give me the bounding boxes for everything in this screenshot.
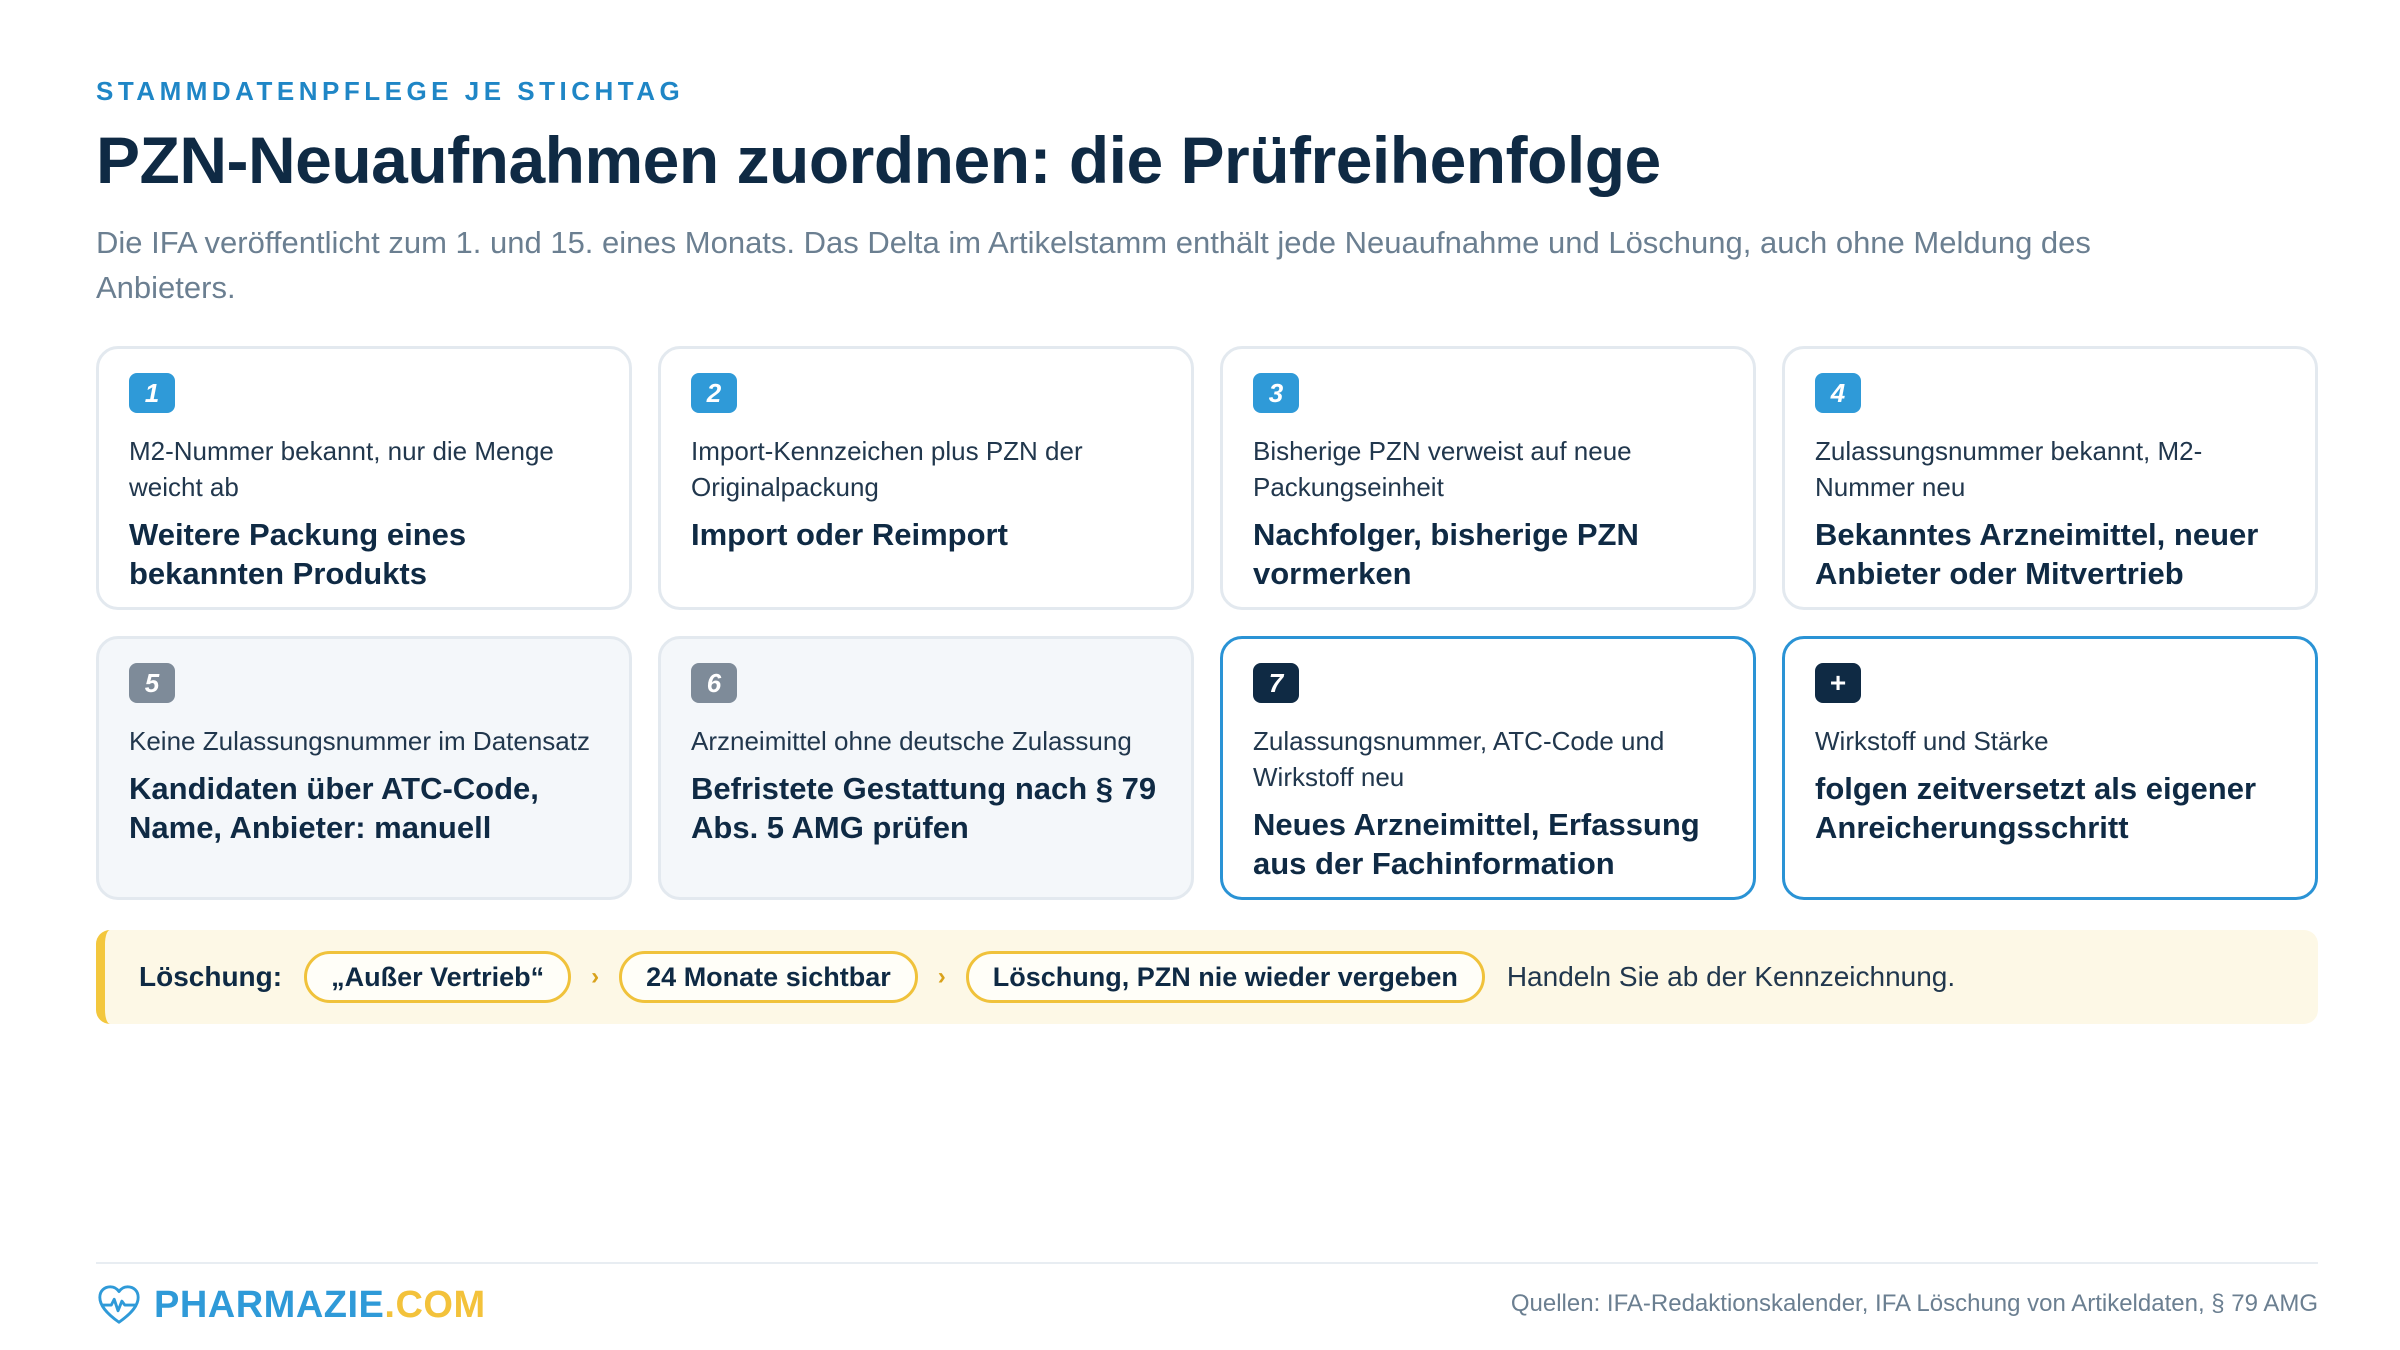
- step-result: Import oder Reimport: [691, 517, 1008, 552]
- eyebrow-label: STAMMDATENPFLEGE JE STICHTAG: [96, 76, 685, 106]
- step-result: folgen zeitversetzt als eigener Anreiche…: [1815, 771, 2257, 845]
- deletion-step-pill: Löschung, PZN nie wieder vergeben: [965, 951, 1485, 1003]
- step-card-5: 5 Keine Zulassungsnummer im Datensatz Ka…: [96, 636, 632, 900]
- step-condition: Keine Zulassungsnummer im Datensatz: [129, 726, 590, 756]
- sources-footnote: Quellen: IFA-Redaktionskalender, IFA Lös…: [1510, 1290, 2318, 1317]
- chevron-right-icon: ›: [591, 963, 600, 990]
- step-condition: Import-Kennzeichen plus PZN der Original…: [691, 436, 1083, 502]
- step-card-7: 7 Zulassungsnummer, ATC-Code und Wirksto…: [1220, 636, 1756, 900]
- step-card-2: 2 Import-Kennzeichen plus PZN der Origin…: [658, 346, 1194, 610]
- page-title: PZN-Neuaufnahmen zuordnen: die Prüfreihe…: [96, 123, 1661, 197]
- step-result: Bekanntes Arzneimittel, neuer Anbieter o…: [1815, 517, 2259, 591]
- step-result: Befristete Gestattung nach § 79 Abs. 5 A…: [691, 771, 1157, 845]
- deletion-timeline: Löschung: „Außer Vertrieb“ › 24 Monate s…: [96, 930, 2318, 1024]
- brand-wordmark: PHARMAZIE.COM: [154, 1284, 486, 1327]
- step-number-badge: 6: [691, 663, 737, 703]
- brand-logo: PHARMAZIE.COM: [96, 1280, 486, 1330]
- step-condition: M2-Nummer bekannt, nur die Menge weicht …: [129, 436, 554, 502]
- step-result: Weitere Packung eines bekannten Produkts: [129, 517, 467, 591]
- check-sequence-grid: 1 M2-Nummer bekannt, nur die Menge weich…: [96, 346, 2318, 900]
- step-number-badge: 1: [129, 373, 175, 413]
- step-number-badge: 7: [1253, 663, 1299, 703]
- deletion-step-pill: „Außer Vertrieb“: [304, 951, 572, 1003]
- deletion-label: Löschung:: [139, 961, 283, 992]
- step-result: Kandidaten über ATC-Code, Name, Anbieter…: [129, 771, 539, 845]
- step-condition: Zulassungsnummer bekannt, M2-Nummer neu: [1815, 436, 2203, 502]
- brand-tld: .COM: [384, 1283, 486, 1326]
- step-number-badge: 4: [1815, 373, 1861, 413]
- step-card-6: 6 Arzneimittel ohne deutsche Zulassung B…: [658, 636, 1194, 900]
- step-condition: Zulassungsnummer, ATC-Code und Wirkstoff…: [1253, 726, 1665, 792]
- step-condition: Bisherige PZN verweist auf neue Packungs…: [1253, 436, 1632, 502]
- step-number-badge: 5: [129, 663, 175, 703]
- step-card-1: 1 M2-Nummer bekannt, nur die Menge weich…: [96, 346, 632, 610]
- heart-pulse-icon: [98, 1285, 140, 1324]
- plus-badge: +: [1815, 663, 1861, 703]
- step-card-3: 3 Bisherige PZN verweist auf neue Packun…: [1220, 346, 1756, 610]
- brand-name: PHARMAZIE: [154, 1283, 385, 1326]
- step-number-badge: 2: [691, 373, 737, 413]
- deletion-note: Handeln Sie ab der Kennzeichnung.: [1506, 961, 1956, 992]
- step-result: Nachfolger, bisherige PZN vormerken: [1253, 517, 1639, 591]
- deletion-step-pill: 24 Monate sichtbar: [619, 951, 918, 1003]
- step-condition: Wirkstoff und Stärke: [1815, 726, 2049, 756]
- step-result: Neues Arzneimittel, Erfassung aus der Fa…: [1253, 807, 1700, 881]
- step-card-plus: + Wirkstoff und Stärke folgen zeitverset…: [1782, 636, 2318, 900]
- chevron-right-icon: ›: [937, 963, 946, 990]
- step-number-badge: 3: [1253, 373, 1299, 413]
- step-condition: Arzneimittel ohne deutsche Zulassung: [691, 726, 1132, 756]
- footer-divider: [96, 1262, 2318, 1264]
- step-card-4: 4 Zulassungsnummer bekannt, M2-Nummer ne…: [1782, 346, 2318, 610]
- page-subtitle: Die IFA veröffentlicht zum 1. und 15. ei…: [96, 225, 2091, 305]
